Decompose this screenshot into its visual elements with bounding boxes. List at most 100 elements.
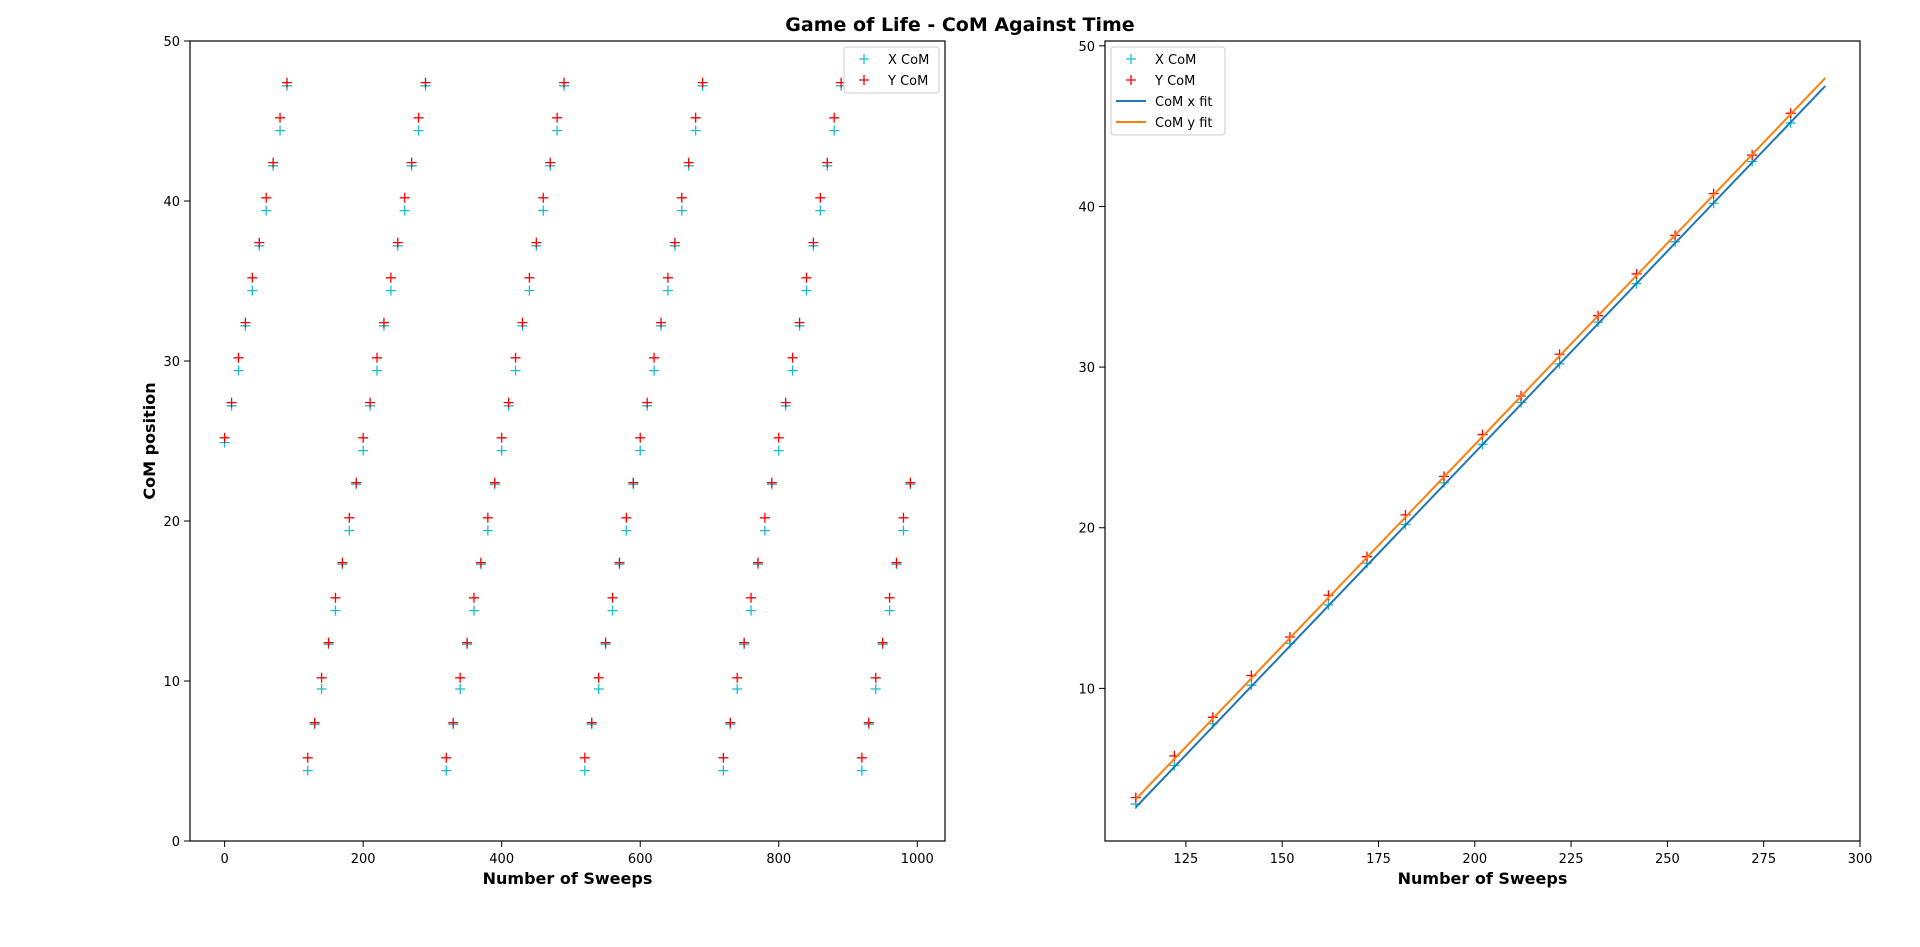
data-point	[579, 752, 590, 763]
data-point	[468, 605, 479, 616]
data-point	[482, 525, 493, 536]
data-point	[718, 752, 729, 763]
y-tick-label: 40	[1078, 200, 1095, 215]
data-point	[801, 285, 812, 296]
data-point	[746, 605, 757, 616]
x-axis-label: Number of Sweeps	[483, 869, 653, 888]
data-point	[475, 557, 486, 568]
data-point	[759, 525, 770, 536]
legend-marker-swatch	[1126, 54, 1136, 64]
legend-label: Y CoM	[1154, 74, 1195, 89]
y-axis-label: CoM position	[140, 382, 159, 499]
data-point	[732, 684, 743, 694]
data-point	[323, 637, 334, 648]
data-point	[607, 605, 618, 616]
data-point	[372, 365, 383, 376]
legend-label: CoM x fit	[1155, 95, 1213, 110]
data-point	[538, 205, 549, 216]
x-tick-label: 0	[220, 852, 228, 867]
data-point	[884, 592, 895, 603]
data-point	[413, 125, 424, 136]
data-point	[829, 112, 840, 123]
data-point	[358, 445, 369, 456]
data-point	[870, 684, 881, 694]
x-tick-label: 200	[1462, 852, 1487, 867]
axes-frame	[189, 40, 946, 842]
data-point	[739, 637, 750, 648]
data-point	[579, 765, 590, 776]
data-point	[898, 512, 909, 523]
data-point	[316, 672, 327, 683]
data-point	[718, 765, 729, 776]
data-point	[621, 512, 632, 523]
data-point	[372, 352, 383, 363]
data-point	[468, 592, 479, 603]
data-point	[552, 112, 563, 123]
data-point	[344, 512, 355, 523]
data-point	[690, 112, 701, 123]
data-point	[593, 684, 604, 694]
data-point	[787, 365, 798, 376]
x-tick-label: 400	[489, 852, 514, 867]
data-point	[614, 557, 625, 568]
x-tick-label: 275	[1751, 852, 1776, 867]
x-tick-label: 150	[1270, 852, 1295, 867]
data-point	[815, 205, 826, 216]
y-tick-label: 0	[172, 835, 180, 850]
x-tick-label: 125	[1173, 852, 1198, 867]
data-point	[1631, 268, 1642, 279]
data-point	[247, 285, 258, 296]
data-point	[538, 192, 549, 203]
data-point	[593, 672, 604, 683]
legend: X CoM Y CoM CoM x fit CoM y fit	[1110, 46, 1226, 136]
data-point	[766, 477, 777, 488]
data-point	[676, 205, 687, 216]
data-point	[413, 112, 424, 123]
data-point	[247, 272, 258, 283]
data-point	[877, 637, 888, 648]
data-point	[233, 352, 244, 363]
data-point	[344, 525, 355, 536]
data-point	[662, 285, 673, 296]
data-point	[683, 157, 694, 168]
data-point	[697, 77, 708, 88]
data-point	[399, 192, 410, 203]
data-point	[773, 445, 784, 456]
data-point	[891, 557, 902, 568]
data-point	[510, 352, 521, 363]
figure-title: Game of Life - CoM Against Time	[785, 14, 1135, 36]
data-point	[455, 684, 466, 694]
data-point	[365, 397, 376, 408]
right-plot-panel: 125 150 175 200 225 250 275 300 10 20 30 40 50 Number…	[1078, 40, 1872, 888]
data-point	[275, 112, 286, 123]
legend: X CoM Y CoM	[843, 46, 940, 94]
data-point	[510, 365, 521, 376]
data-point	[316, 684, 327, 694]
data-point	[385, 272, 396, 283]
data-point	[261, 192, 272, 203]
fit-line	[1135, 77, 1827, 800]
data-point	[787, 352, 798, 363]
legend-label: X CoM	[888, 53, 929, 68]
data-point	[1169, 760, 1180, 771]
data-point	[898, 525, 909, 536]
data-point	[337, 557, 348, 568]
data-point	[676, 192, 687, 203]
data-point	[399, 205, 410, 216]
data-point	[226, 397, 237, 408]
data-point	[607, 592, 618, 603]
x-tick-label: 800	[766, 852, 791, 867]
data-point	[780, 397, 791, 408]
data-point	[462, 637, 473, 648]
data-point	[642, 397, 653, 408]
legend-label: Y CoM	[887, 74, 928, 89]
data-point	[829, 125, 840, 136]
data-point	[378, 317, 389, 328]
y-tick-label: 10	[163, 675, 180, 690]
data-point	[1477, 429, 1488, 440]
y-tick-label: 20	[1078, 522, 1095, 537]
data-point	[586, 717, 597, 728]
data-point	[351, 477, 362, 488]
data-point	[773, 432, 784, 443]
